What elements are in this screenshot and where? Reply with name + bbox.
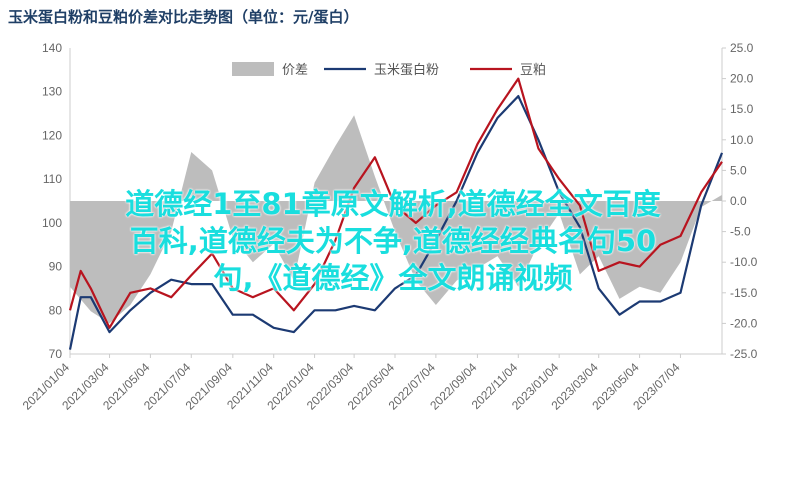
left-tick: 100 [42,216,62,230]
right-tick: 0.0 [722,194,747,208]
right-tick: -5.0 [722,225,751,239]
chart-title: 玉米蛋白粉和豆粕价差对比走势图（单位：元/蛋白） [8,8,359,26]
right-tick: 10.0 [722,133,754,147]
left-tick-label: 90 [49,260,63,274]
right-tick-label: -25.0 [730,347,758,361]
right-tick-label: 5.0 [730,163,747,177]
left-tick-label: 120 [42,128,62,142]
right-tick-label: 15.0 [730,102,754,116]
chart-series [68,77,724,350]
legend-label: 价差 [282,63,308,78]
left-tick: 110 [43,172,62,186]
left-tick-label: 140 [42,41,62,55]
right-tick-label: -20.0 [730,316,758,330]
left-tick-label: 70 [49,347,63,361]
left-tick-label: 130 [42,85,62,99]
right-tick-label: 20.0 [730,72,754,86]
left-tick: 70 [49,347,63,361]
left-tick: 80 [49,303,63,317]
right-tick: -10.0 [722,255,758,269]
right-tick: 15.0 [722,102,754,116]
right-tick: 20.0 [722,72,754,86]
legend-swatch [232,62,274,76]
right-tick-label: 10.0 [730,133,754,147]
right-tick: -15.0 [722,286,758,300]
right-tick-label: -10.0 [730,255,758,269]
legend-item: 豆粕 [470,63,546,78]
left-tick: 130 [42,85,62,99]
left-tick: 120 [42,128,62,142]
left-tick: 140 [42,41,62,55]
right-tick-label: -5.0 [730,225,751,239]
x-tick: 2023/07/04 [630,354,683,413]
legend-item: 价差 [232,62,308,78]
right-tick: -25.0 [722,347,758,361]
chart-legend: 价差 玉米蛋白粉 豆粕 [232,62,546,78]
right-tick-label: 25.0 [730,41,754,55]
right-tick: -20.0 [722,316,758,330]
soy-line [68,77,723,329]
legend-label: 玉米蛋白粉 [374,62,439,78]
overlay-line-1: 道德经1至81章原文解析,道德经全文百度 [125,187,661,221]
right-tick-label: -15.0 [730,286,758,300]
left-tick-label: 100 [42,216,62,230]
overlay-line-2: 百科,道德经夫为不争,道德经经典名句50 [129,224,657,258]
right-tick: 5.0 [722,163,747,177]
left-tick: 90 [49,260,63,274]
right-tick-label: 0.0 [730,194,747,208]
overlay-text: 道德经1至81章原文解析,道德经全文百度 百科,道德经夫为不争,道德经经典名句5… [0,186,786,297]
corn-line [68,95,724,350]
left-tick-label: 110 [43,172,62,186]
right-tick: 25.0 [722,41,754,55]
overlay-line-3: 句,《道德经》全文朗诵视频 [213,261,573,295]
spread-area [70,115,722,324]
left-tick-label: 80 [49,303,63,317]
legend-label: 豆粕 [520,63,546,78]
legend-item: 玉米蛋白粉 [324,62,439,78]
